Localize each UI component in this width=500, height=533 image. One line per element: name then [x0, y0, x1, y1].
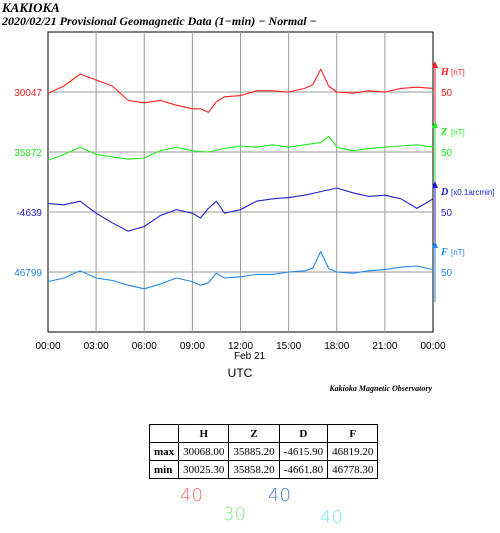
stats-row-label: min: [148, 460, 180, 479]
stats-cell: 46819.20: [327, 442, 379, 461]
scale-arrowhead-f: [432, 241, 438, 248]
component-unit-d: [x0.1arcmin]: [451, 188, 495, 197]
handwritten-d-note: 40: [268, 485, 291, 506]
grid-lines: [48, 32, 433, 332]
stats-row-max: max 30068.00 35885.20 -4615.90 46819.20: [148, 442, 379, 461]
x-tick-label: 12:00: [228, 341, 253, 352]
x-date-label: Feb 21: [234, 351, 266, 362]
component-name-f: F: [440, 247, 448, 258]
observatory-label: Kakioka Magnetic Observatory: [328, 384, 432, 393]
handwritten-h-note: 40: [180, 485, 203, 506]
scale-value-f: 50: [441, 268, 453, 279]
baseline-label-z: 35872: [14, 148, 42, 159]
series-line-f: [47, 251, 434, 290]
stats-cell: 35885.20: [228, 442, 280, 461]
component-unit-h: [nT]: [451, 68, 465, 77]
x-tick-label: 15:00: [276, 341, 301, 352]
x-tick-label: 06:00: [132, 341, 157, 352]
component-unit-z: [nT]: [451, 128, 465, 137]
scale-value-z: 50: [441, 148, 453, 159]
x-tick-label: 03:00: [84, 341, 109, 352]
scale-arrowhead-z: [432, 121, 438, 128]
stats-cell: -4615.90: [278, 442, 329, 461]
stats-table: H Z D F max 30068.00 35885.20 -4615.90 4…: [148, 424, 379, 479]
x-tick-label: 00:00: [35, 341, 60, 352]
series-line-h: [47, 68, 434, 113]
x-tick-label: 21:00: [372, 341, 397, 352]
x-axis: 00:00 03:00 06:00 09:00 12:00 15:00 18:00 21:00…: [35, 341, 445, 352]
series-line-d: [47, 187, 434, 232]
station-title: KAKIOKA: [2, 0, 60, 15]
component-unit-f: [nT]: [451, 248, 465, 257]
baseline-labels: 30047 35872 -4639 46799: [14, 88, 42, 279]
stats-col-h: H: [178, 424, 230, 443]
x-tick-label: 00:00: [420, 341, 445, 352]
component-labels: H [nT]50Z [nT]50D [x0.1arcmin]50F [nT]50: [432, 61, 495, 302]
series-line-z: [47, 135, 434, 161]
baseline-label-d: -4639: [16, 208, 42, 219]
component-name-d: D: [440, 187, 448, 198]
stats-col-f: F: [327, 424, 379, 443]
stats-corner: [148, 424, 180, 443]
scale-value-d: 50: [441, 208, 453, 219]
component-name-z: Z: [440, 127, 447, 138]
x-tick-label: 18:00: [324, 341, 349, 352]
scale-arrowhead-h: [432, 61, 438, 68]
x-axis-label: UTC: [228, 366, 253, 380]
scale-arrowhead-d: [432, 181, 438, 188]
stats-col-d: D: [278, 424, 329, 443]
stats-cell: 35858.20: [228, 460, 280, 479]
baseline-label-f: 46799: [14, 268, 42, 279]
stats-header-row: H Z D F: [148, 424, 379, 443]
handwritten-f-note: 40: [320, 507, 343, 528]
stats-cell: 30068.00: [178, 442, 230, 461]
stats-row-min: min 30025.30 35858.20 -4661.80 46778.30: [148, 460, 379, 479]
stats-cell: 30025.30: [178, 460, 230, 479]
x-tick-label: 09:00: [180, 341, 205, 352]
series-lines: [47, 68, 434, 290]
scale-value-h: 50: [441, 88, 453, 99]
stats-cell: 46778.30: [327, 460, 379, 479]
stats-col-z: Z: [228, 424, 280, 443]
component-name-h: H: [440, 67, 450, 78]
handwritten-z-note: 30: [223, 504, 246, 525]
stats-row-label: max: [148, 442, 180, 461]
baseline-label-h: 30047: [14, 88, 42, 99]
stats-cell: -4661.80: [278, 460, 329, 479]
chart-subtitle: 2020/02/21 Provisional Geomagnetic Data …: [2, 14, 317, 28]
